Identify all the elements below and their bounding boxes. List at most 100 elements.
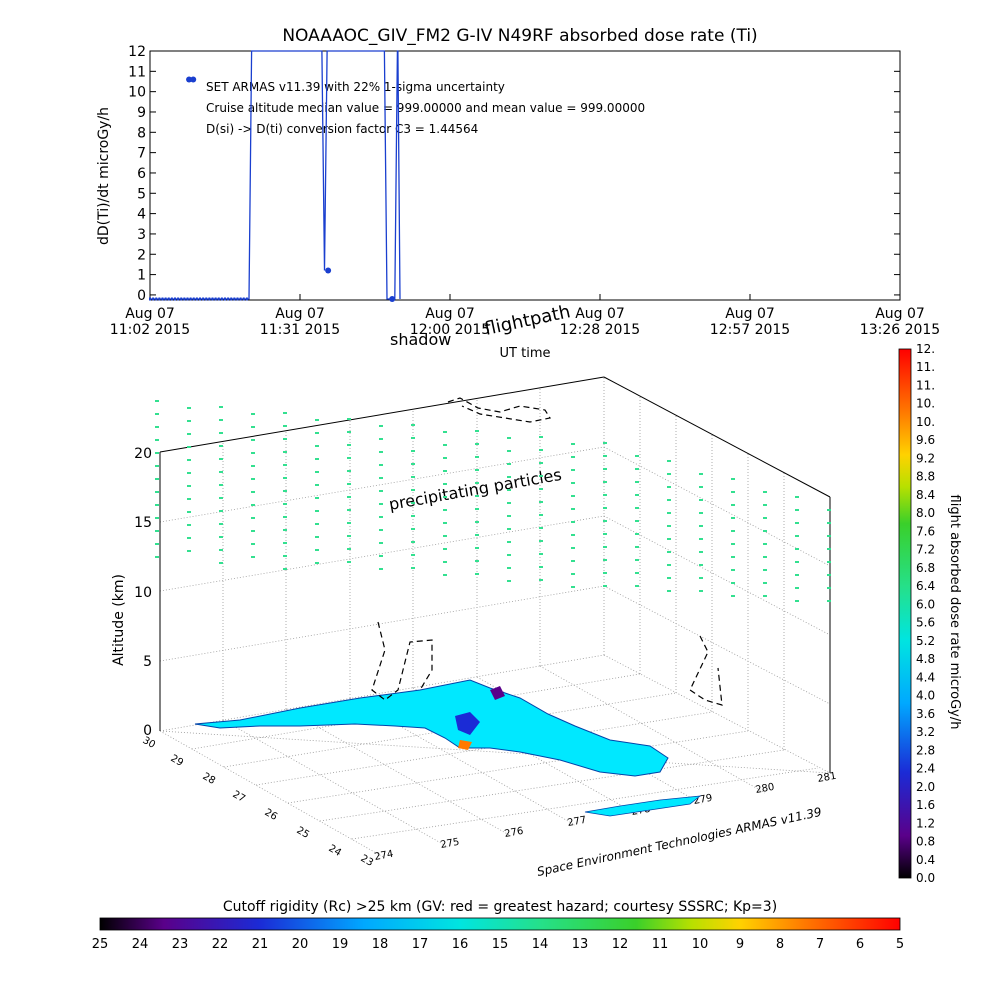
dose-rate-point: [170, 297, 173, 301]
particle-marker: [667, 486, 671, 488]
particle-marker: [763, 595, 767, 597]
particle-marker: [251, 413, 255, 415]
chart-title: NOAAAOC_GIV_FM2 G-IV N49RF absorbed dose…: [282, 26, 757, 46]
top-y-axis-label: dD(Ti)/dt microGy/h: [96, 107, 112, 245]
annotation-line-3: D(si) -> D(ti) conversion factor C3 = 1.…: [206, 122, 478, 136]
particle-marker: [475, 560, 479, 562]
particle-marker: [443, 444, 447, 446]
latitude-ticks: 30 29 28 27 26 25 24 23: [141, 735, 376, 869]
dose-rate-point: [236, 297, 239, 301]
dose-rate-point: [199, 297, 201, 301]
particle-marker: [667, 577, 671, 579]
particle-marker: [539, 436, 543, 438]
particle-marker: [379, 425, 383, 427]
particle-marker: [443, 574, 447, 576]
particle-marker: [443, 431, 447, 433]
rigidity-colorbar-tick-label: 11: [652, 937, 669, 952]
top-y-tick-label: 8: [137, 125, 146, 141]
dose-rate-marker: [325, 267, 332, 274]
particle-marker: [603, 442, 607, 444]
particle-marker: [699, 473, 703, 475]
particle-marker: [507, 463, 511, 465]
particle-marker: [411, 554, 415, 556]
svg-text:275: 275: [440, 837, 461, 851]
dose-rate-marker: [190, 76, 197, 83]
particle-marker: [251, 491, 255, 493]
particle-marker: [635, 455, 639, 457]
dose-rate-point: [158, 297, 161, 301]
particle-marker: [731, 595, 735, 597]
particle-marker: [155, 452, 159, 454]
top-y-tick-label: 0: [137, 288, 146, 304]
particle-marker: [475, 469, 479, 471]
top-x-tick-label-date: Aug 07: [425, 306, 475, 322]
dose-rate-point: [202, 297, 205, 301]
particle-marker: [411, 528, 415, 530]
particle-marker: [187, 511, 191, 513]
particle-marker: [795, 522, 799, 524]
particle-marker: [347, 431, 351, 433]
particle-marker: [443, 561, 447, 563]
particle-marker: [347, 483, 351, 485]
particle-marker: [283, 477, 287, 479]
particle-marker: [571, 508, 575, 510]
dose-colorbar-tick-label: 5.6: [916, 616, 935, 630]
particle-marker: [155, 504, 159, 506]
top-x-tick-label-date: Aug 07: [725, 306, 775, 322]
rigidity-colorbar-tick-label: 6: [856, 937, 864, 952]
particle-marker: [219, 523, 223, 525]
top-x-tick-label-time: 12:00 2015: [410, 322, 490, 338]
particle-marker: [411, 476, 415, 478]
dose-rate-point: [174, 297, 176, 301]
particle-marker: [315, 458, 319, 460]
rigidity-colorbar-title: Cutoff rigidity (Rc) >25 km (GV: red = g…: [223, 899, 777, 915]
dose-colorbar-tick-label: 4.4: [916, 670, 935, 684]
dose-rate-point: [183, 297, 186, 301]
particle-marker: [475, 573, 479, 575]
particle-marker: [347, 444, 351, 446]
particle-marker: [763, 543, 767, 545]
particle-marker: [155, 543, 159, 545]
particle-marker: [219, 432, 223, 434]
dose-colorbar: [898, 348, 912, 879]
particle-marker: [155, 530, 159, 532]
dose-colorbar-tick-label: 3.2: [916, 725, 935, 739]
dose-rate-point: [239, 297, 242, 301]
particle-marker: [475, 430, 479, 432]
particle-marker: [411, 541, 415, 543]
particle-marker: [603, 520, 607, 522]
particle-marker: [731, 556, 735, 558]
particle-marker: [827, 600, 831, 602]
dose-rate-point: [195, 297, 198, 301]
particle-marker: [251, 465, 255, 467]
particle-marker: [507, 554, 511, 556]
particle-marker: [539, 514, 543, 516]
particle-marker: [187, 420, 191, 422]
dose-colorbar-ticks: 0.0 0.4 0.8 1.2 1.6 2.0 2.4 2.8 3.2 3.6 4.0 4.4 4.8 5…: [916, 342, 935, 885]
particle-marker: [731, 504, 735, 506]
particle-marker: [795, 548, 799, 550]
particle-marker: [635, 585, 639, 587]
particle-marker: [667, 590, 671, 592]
particle-marker: [283, 542, 287, 544]
particle-marker: [635, 546, 639, 548]
particle-marker: [219, 510, 223, 512]
rigidity-colorbar-ticks: 25 24 23 22 21 20 19 18 17 16 15 14 13 12 11 10 9 8 7 6 5: [92, 937, 904, 952]
dose-colorbar-tick-label: 11.: [916, 360, 935, 374]
particle-marker: [667, 564, 671, 566]
shadow-label: shadow: [390, 330, 451, 349]
dose-rate-series: [149, 50, 401, 302]
particle-marker: [571, 573, 575, 575]
particle-marker: [187, 459, 191, 461]
particle-marker: [443, 470, 447, 472]
rigidity-colorbar-tick-label: 12: [612, 937, 629, 952]
dose-colorbar-tick-label: 1.6: [916, 798, 935, 812]
rigidity-colorbar-tick-label: 21: [252, 937, 269, 952]
top-y-tick-label: 4: [137, 207, 146, 223]
dose-rate-point: [230, 297, 233, 301]
particle-marker: [475, 521, 479, 523]
particle-marker: [795, 496, 799, 498]
particle-marker: [539, 553, 543, 555]
